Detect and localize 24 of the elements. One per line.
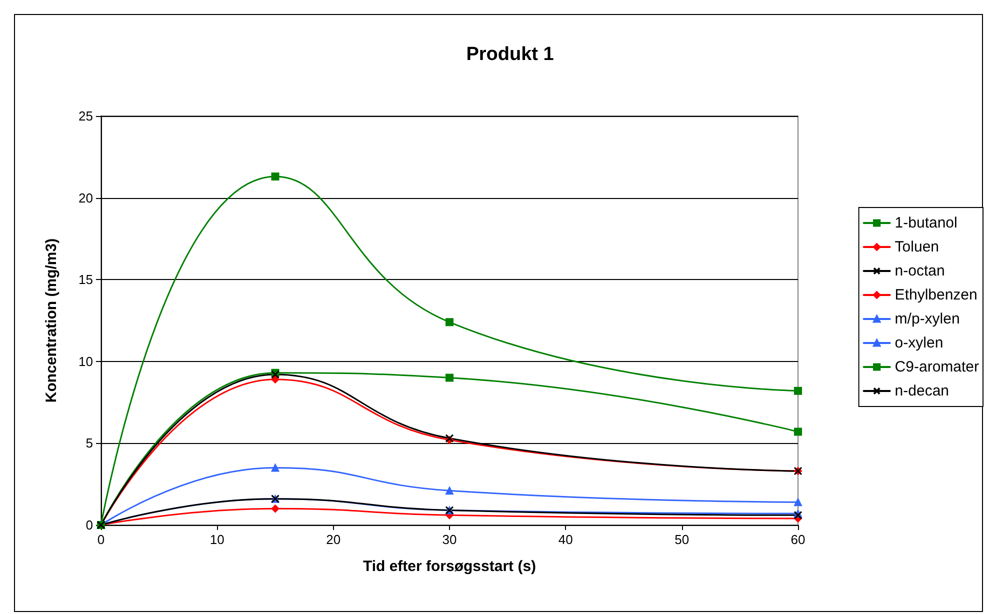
x-tick-label: 10 [210,532,224,547]
y-tick-label: 25 [78,108,93,124]
legend-label: 1-butanol [894,214,958,232]
x-tick-label: 20 [326,532,341,547]
legend-label: C9-aromater [894,358,980,376]
legend-label: n-octan [894,262,945,280]
x-axis-title: Tid efter forsøgsstart (s) [362,558,536,575]
y-tick-label: 15 [78,272,93,288]
x-tick-label: 0 [97,532,105,547]
y-tick-label: 5 [86,436,93,451]
y-tick-label: 0 [86,518,93,532]
x-tick-label: 30 [442,532,457,547]
legend-label: m/p-xylen [894,310,960,328]
chart-title: Produkt 1 [466,44,554,65]
x-tick-label: 60 [790,532,806,547]
x-tick-label: 50 [674,532,690,547]
legend-label: Toluen [894,238,940,256]
y-axis-title: Koncentration (mg/m3) [43,238,60,403]
y-tick-label: 20 [78,190,93,206]
legend-label: o-xylen [894,334,944,352]
y-tick-label: 10 [78,354,93,369]
legend-label: n-decan [894,382,950,400]
legend-label: Ethylbenzen [894,286,978,304]
x-tick-label: 40 [558,532,573,547]
